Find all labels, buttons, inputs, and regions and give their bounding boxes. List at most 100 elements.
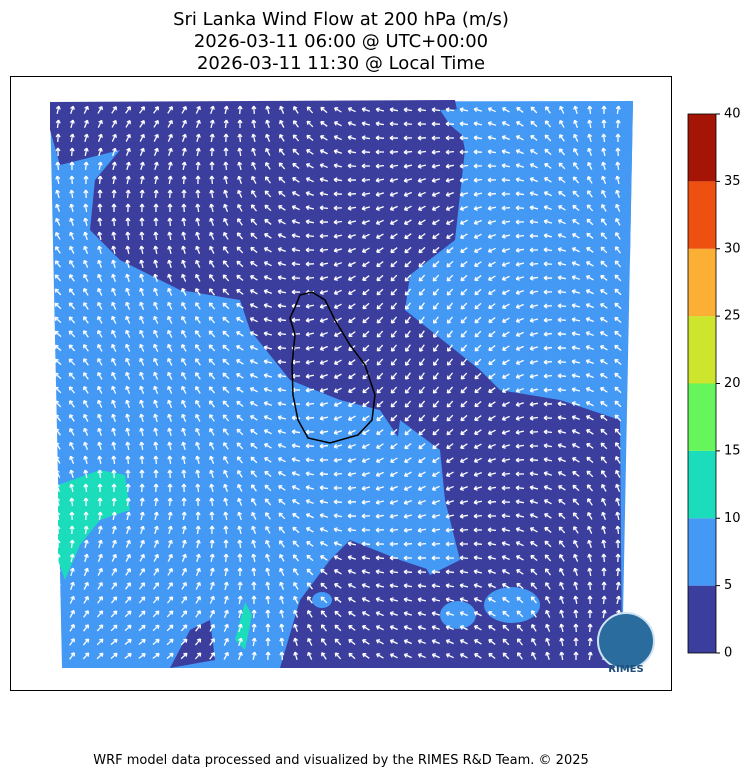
wind-arrow [473, 513, 483, 519]
wind-arrow [473, 583, 482, 588]
strong-wind-region [235, 602, 252, 650]
wind-arrow [125, 106, 131, 114]
wind-arrow [139, 553, 145, 562]
wind-arrow [292, 554, 300, 562]
wind-arrow [111, 287, 117, 296]
wind-arrow [152, 610, 160, 618]
wind-arrow [543, 471, 553, 477]
wind-arrow [417, 163, 427, 169]
wind-arrow [375, 541, 385, 547]
wind-arrow [279, 609, 285, 619]
wind-arrow [69, 203, 75, 213]
wind-arrow [600, 456, 608, 464]
wind-arrow [305, 485, 315, 491]
wind-arrow [82, 344, 89, 352]
wind-arrow [459, 597, 469, 603]
wind-arrow [83, 203, 89, 213]
wind-arrow [83, 581, 89, 590]
wind-arrow [501, 471, 511, 477]
wind-arrow [139, 245, 145, 255]
wind-arrow [250, 429, 258, 435]
wind-arrow [615, 511, 621, 521]
wind-arrow [305, 247, 315, 253]
wind-arrow [111, 203, 117, 213]
wind-arrow [390, 400, 398, 408]
wind-arrow [83, 316, 89, 324]
wind-arrow [278, 512, 286, 520]
wind-arrow [529, 233, 539, 239]
wind-arrow [291, 261, 301, 267]
wind-arrow [389, 121, 399, 127]
wind-arrow [237, 511, 242, 521]
wind-arrow [432, 274, 440, 282]
wind-arrow [446, 302, 454, 310]
wind-arrow [348, 652, 356, 660]
wind-arrow [277, 233, 286, 239]
wind-arrow [139, 133, 145, 142]
wind-arrow [223, 651, 229, 660]
wind-arrow [195, 189, 201, 199]
wind-arrow [389, 471, 398, 477]
wind-arrow [446, 386, 454, 394]
wind-arrow [181, 133, 187, 142]
wind-arrow [83, 133, 89, 143]
wind-arrow [264, 176, 271, 184]
wind-arrow [195, 245, 201, 254]
wind-arrow [319, 233, 329, 239]
wind-arrow [69, 652, 76, 660]
wind-arrow [209, 581, 215, 590]
wind-arrow [473, 485, 483, 491]
wind-arrow [153, 147, 159, 156]
wind-arrow [307, 637, 313, 646]
wind-arrow [432, 442, 440, 450]
wind-arrow [572, 512, 580, 520]
wind-arrow [572, 190, 580, 198]
wind-arrow [417, 107, 427, 113]
wind-arrow [361, 191, 371, 197]
wind-arrow [376, 316, 384, 324]
wind-arrow [68, 330, 76, 338]
wind-arrow [418, 457, 426, 463]
wind-arrow [222, 302, 230, 310]
wind-arrow [223, 623, 229, 632]
wind-arrow [487, 275, 496, 281]
wind-arrow [432, 246, 440, 254]
wind-arrow [208, 400, 215, 408]
wind-arrow [543, 373, 553, 379]
wind-arrow [237, 609, 243, 619]
wind-arrow [195, 539, 201, 549]
wind-arrow [361, 429, 370, 435]
wind-arrow [601, 133, 607, 143]
wind-arrow [223, 442, 229, 450]
wind-arrow [361, 205, 371, 211]
wind-arrow [319, 471, 329, 477]
wind-arrow [460, 260, 468, 268]
wind-arrow [601, 161, 607, 171]
wind-arrow [251, 133, 257, 143]
wind-arrow [97, 413, 103, 422]
wind-arrow [361, 485, 371, 491]
wind-arrow [404, 233, 412, 239]
wind-arrow [389, 192, 398, 197]
wind-arrow [263, 261, 272, 267]
wind-arrow [180, 610, 188, 618]
wind-arrow [559, 651, 565, 661]
wind-arrow [361, 597, 370, 603]
wind-arrow [97, 217, 103, 227]
wind-arrow [403, 583, 413, 589]
wind-arrow [139, 203, 145, 213]
wind-arrow [83, 511, 89, 521]
wind-arrow [263, 303, 273, 309]
wind-arrow [320, 610, 328, 618]
wind-arrow [545, 609, 551, 618]
wind-arrow [82, 652, 90, 660]
wind-arrow [615, 483, 621, 492]
wind-arrow [600, 260, 608, 268]
wind-arrow [153, 343, 159, 352]
wind-arrow [265, 119, 270, 129]
wind-arrow [502, 345, 510, 351]
wind-arrow [573, 567, 578, 576]
wind-arrow [347, 569, 356, 575]
wind-arrow [195, 441, 201, 450]
wind-arrow [319, 261, 329, 267]
